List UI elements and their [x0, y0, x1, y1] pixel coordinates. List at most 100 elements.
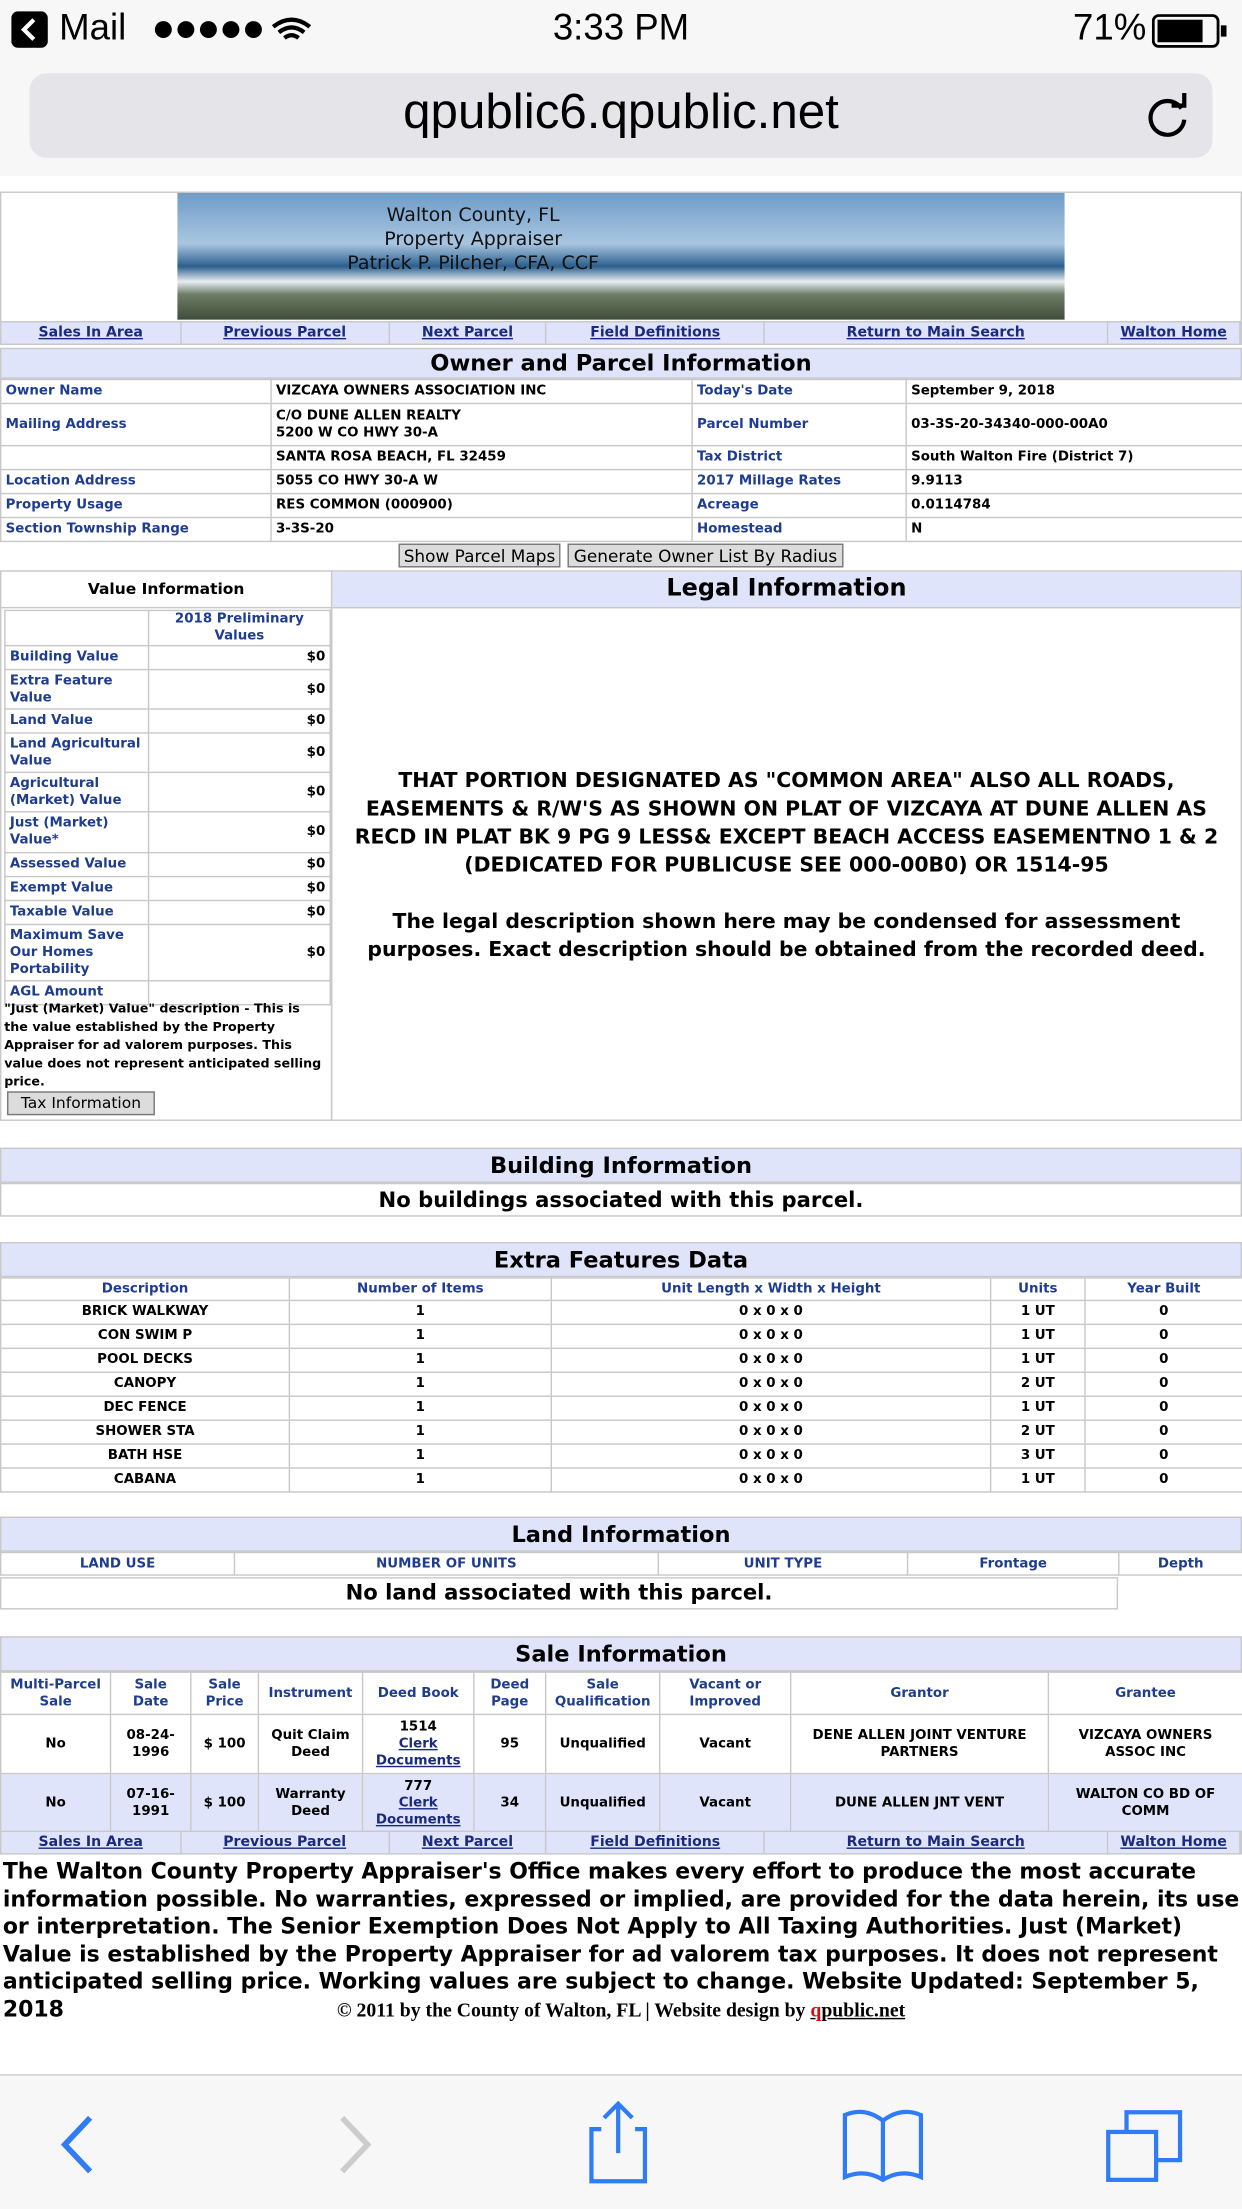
cell: 0 x 0 x 0 — [550, 1323, 992, 1350]
nav-link[interactable]: Return to Main Search — [765, 322, 1109, 344]
clerk-link[interactable]: Clerk Documents — [375, 1794, 461, 1828]
field-value: September 9, 2018 — [905, 378, 1242, 405]
cell: 2 UT — [989, 1419, 1086, 1445]
cell: 1 UT — [989, 1395, 1086, 1421]
field-label: Location Address — [0, 468, 272, 495]
button[interactable]: Tax Information — [7, 1091, 155, 1116]
banner-line: Patrick P. Pilcher, CFA, CCF — [347, 252, 599, 275]
cell: 34 — [473, 1772, 547, 1834]
cell: POOL DECKS — [0, 1347, 291, 1373]
nav-link[interactable]: Field Definitions — [547, 322, 765, 344]
button[interactable]: Show Parcel Maps — [398, 543, 561, 568]
back-app[interactable]: Mail — [59, 5, 127, 48]
field-value: RES COMMON (000900) — [270, 492, 693, 519]
column-header: NUMBER OF UNITS — [233, 1551, 660, 1576]
legal-disclaimer: The legal description shown here may be … — [367, 911, 1206, 962]
value: $0 — [147, 923, 331, 982]
banner-line: Walton County, FL — [386, 204, 560, 227]
nav-link[interactable]: Next Parcel — [389, 1832, 548, 1854]
value-label: Maximum Save Our Homes Portability — [4, 923, 150, 982]
field-label: Homestead — [691, 516, 907, 543]
banner-line: Property Appraiser — [384, 228, 563, 251]
nav-link[interactable]: Sales In Area — [1, 322, 182, 344]
cell: 1 — [288, 1467, 552, 1493]
field-label: Parcel Number — [691, 402, 907, 447]
nav-link[interactable]: Next Parcel — [389, 322, 548, 344]
deed-book-number: 1514 — [399, 1718, 437, 1735]
table-row: Mailing Address C/O DUNE ALLEN REALTY 520… — [0, 402, 1242, 447]
cell: CON SWIM P — [0, 1323, 291, 1350]
value-panel: Value Information 2018 Preliminary Values… — [0, 570, 333, 1121]
field-label: Section Township Range — [0, 516, 272, 543]
nav-link[interactable]: Sales In Area — [1, 1832, 182, 1854]
deed-book: 777 Clerk Documents — [361, 1772, 475, 1834]
cell: 1 — [288, 1323, 552, 1350]
address-bar[interactable] — [29, 73, 1213, 158]
cell: 0 — [1084, 1347, 1242, 1373]
value-label: Taxable Value — [4, 899, 150, 926]
cell: 0 x 0 x 0 — [550, 1371, 992, 1397]
reload-icon[interactable] — [1143, 92, 1191, 141]
value: $0 — [147, 875, 331, 902]
table-row: Taxable Value $0 — [4, 899, 331, 926]
toolbar-icons — [60, 2100, 1183, 2184]
deed-book-number: 777 — [404, 1777, 433, 1794]
nav-bar: Sales In Area Previous Parcel Next Parcel F… — [0, 1830, 1242, 1855]
section-title: Sale Information — [0, 1636, 1242, 1672]
table-row: 2018 Preliminary Values — [4, 609, 331, 647]
value: $0 — [147, 811, 331, 854]
nav-link[interactable]: Walton Home — [1108, 1832, 1241, 1854]
column-header: Sale Price — [190, 1671, 260, 1716]
cell: VIZCAYA OWNERS ASSOC INC — [1047, 1713, 1242, 1775]
url[interactable]: qpublic6.qpublic.net — [403, 84, 839, 140]
nav-link[interactable]: Walton Home — [1108, 322, 1241, 344]
table-row: No 08-24-1996 $ 100 Quit Claim Deed 1514 Cler… — [0, 1713, 1242, 1775]
cell: 0 x 0 x 0 — [550, 1395, 992, 1421]
field-value: 3-3S-20 — [270, 516, 693, 543]
cell: 0 — [1084, 1395, 1242, 1421]
data-table: LAND USE NUMBER OF UNITS UNIT TYPE Frontage… — [0, 1551, 1242, 1576]
value-label: Land Value — [4, 708, 150, 734]
table-row: No 07-16-1991 $ 100 Warranty Deed 777 Clerk D… — [0, 1772, 1242, 1834]
back-icon[interactable] — [11, 11, 48, 48]
value-label: Extra Feature Value — [4, 668, 150, 710]
clerk-link[interactable]: Clerk Documents — [375, 1735, 461, 1768]
value-label: Building Value — [4, 644, 150, 671]
cell: DUNE ALLEN JNT VENT — [789, 1772, 1050, 1834]
copyright-text: © 2011 by the County of Walton, FL | Web… — [336, 2000, 811, 2023]
table-row: Section Township Range 3-3S-20 Homestead N — [0, 516, 1242, 543]
field-label: 2017 Millage Rates — [691, 468, 907, 495]
nav-link[interactable]: Return to Main Search — [765, 1832, 1109, 1854]
table-row: Assessed Value $0 — [4, 851, 331, 878]
table-row: AGL Amount — [4, 980, 331, 1006]
section-title: Building Information — [0, 1147, 1242, 1183]
value: $0 — [147, 851, 331, 878]
cell: DENE ALLEN JOINT VENTURE PARTNERS — [789, 1713, 1050, 1775]
cell: 0 — [1084, 1323, 1242, 1350]
nav-link[interactable]: Field Definitions — [547, 1832, 765, 1854]
nav-link[interactable]: Previous Parcel — [181, 322, 390, 344]
cell: 0 x 0 x 0 — [550, 1419, 992, 1445]
cell: Unqualified — [544, 1772, 661, 1834]
button[interactable]: Generate Owner List By Radius — [567, 543, 844, 568]
section-title: Owner and Parcel Information — [0, 347, 1242, 379]
deed-book: 1514 Clerk Documents — [361, 1713, 475, 1775]
cell: No — [0, 1713, 112, 1775]
cell: 3 UT — [989, 1443, 1086, 1469]
nav-link[interactable]: Previous Parcel — [181, 1832, 390, 1854]
field-value: VIZCAYA OWNERS ASSOCIATION INC — [270, 378, 693, 405]
value-label: AGL Amount — [4, 980, 150, 1006]
value-label: Agricultural (Market) Value — [4, 771, 150, 813]
value-label: Assessed Value — [4, 851, 150, 878]
field-label — [0, 444, 272, 471]
field-label: Mailing Address — [0, 402, 272, 447]
brand-link[interactable]: qpublic.net — [810, 2001, 905, 2022]
column-header: Sale Date — [109, 1671, 192, 1716]
data-table: Owner Name VIZCAYA OWNERS ASSOCIATION INC… — [0, 378, 1242, 543]
value: $0 — [147, 899, 331, 926]
